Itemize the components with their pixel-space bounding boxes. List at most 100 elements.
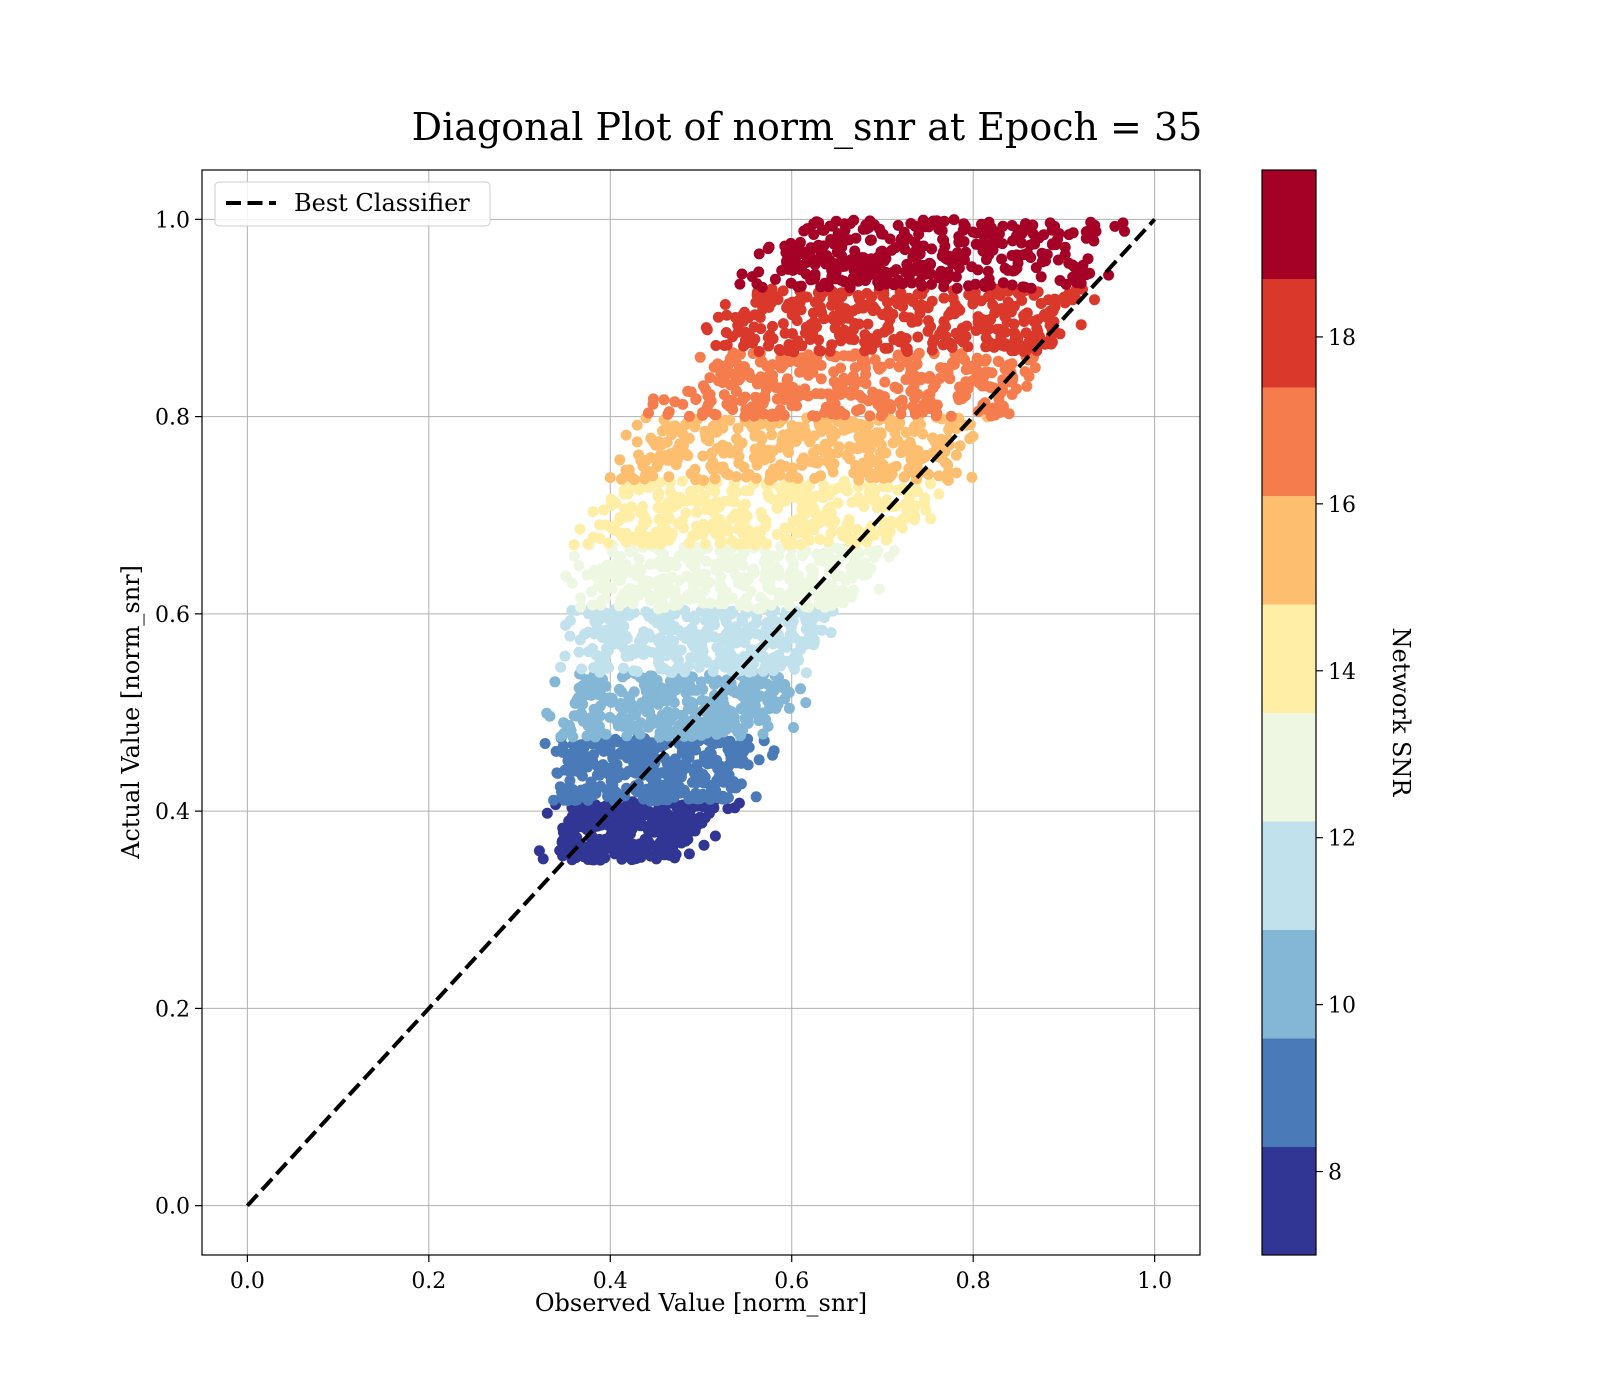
data-point — [643, 578, 655, 589]
data-point — [704, 745, 716, 757]
data-point — [992, 355, 1004, 367]
data-point — [639, 512, 651, 524]
data-point — [685, 652, 697, 664]
data-point — [996, 238, 1008, 250]
data-point — [644, 558, 656, 570]
data-point — [1117, 217, 1129, 229]
data-point — [860, 275, 871, 286]
data-point — [900, 354, 912, 366]
data-point — [896, 299, 908, 311]
data-point — [938, 281, 950, 293]
data-point — [719, 299, 731, 310]
data-point — [938, 292, 950, 304]
data-point — [690, 684, 702, 696]
data-point — [636, 785, 648, 797]
data-point — [807, 353, 818, 365]
colorbar-tick-label: 16 — [1328, 493, 1356, 518]
data-point — [670, 848, 682, 860]
data-point — [815, 373, 827, 385]
data-point — [853, 318, 865, 330]
data-point — [852, 290, 864, 301]
data-point — [782, 373, 794, 385]
data-point — [575, 601, 586, 613]
data-point — [756, 418, 767, 430]
data-point — [835, 543, 847, 555]
data-point — [623, 765, 634, 777]
data-point — [824, 517, 836, 529]
data-point — [777, 285, 789, 297]
data-point — [815, 470, 827, 482]
data-point — [1029, 362, 1041, 374]
data-point — [811, 216, 822, 228]
data-point — [913, 454, 925, 466]
data-point — [880, 266, 892, 278]
data-point — [1010, 230, 1022, 242]
data-point — [751, 289, 763, 301]
data-point — [753, 525, 764, 537]
data-point — [680, 687, 692, 699]
data-point — [575, 708, 587, 720]
data-point — [576, 680, 588, 692]
data-point — [747, 665, 759, 677]
data-point — [640, 683, 652, 695]
data-point — [659, 601, 671, 613]
data-point — [788, 584, 800, 596]
data-point — [966, 375, 978, 387]
data-point — [688, 763, 700, 774]
data-point — [568, 539, 580, 551]
data-point — [576, 770, 588, 782]
data-point — [688, 641, 700, 653]
data-point — [678, 761, 690, 773]
data-point — [625, 697, 637, 709]
data-point — [800, 507, 812, 519]
data-point — [759, 390, 771, 402]
data-point — [662, 706, 674, 718]
data-point — [616, 634, 628, 646]
data-point — [670, 560, 682, 572]
data-point — [585, 586, 597, 598]
legend-label: Best Classifier — [294, 189, 470, 217]
data-point — [761, 659, 773, 671]
data-point — [697, 518, 709, 530]
data-point — [893, 361, 905, 373]
x-tick-label: 0.8 — [956, 1269, 991, 1294]
data-point — [722, 761, 734, 772]
data-point — [914, 276, 926, 288]
data-point — [700, 322, 712, 334]
data-point — [1035, 271, 1047, 283]
data-point — [813, 344, 825, 356]
data-point — [784, 522, 795, 534]
data-point — [825, 527, 837, 539]
data-point — [588, 684, 600, 696]
colorbar-segment — [1262, 929, 1316, 1039]
data-point — [678, 438, 690, 450]
data-point — [688, 823, 700, 835]
data-point — [730, 352, 742, 364]
data-point — [982, 218, 994, 230]
data-point — [783, 600, 795, 612]
data-point — [668, 681, 679, 693]
data-point — [837, 597, 849, 609]
data-point — [705, 597, 717, 609]
data-point — [939, 362, 951, 374]
data-point — [838, 529, 850, 541]
data-point — [638, 649, 649, 660]
data-point — [640, 701, 652, 713]
data-point — [573, 646, 585, 658]
data-point — [723, 524, 735, 536]
data-point — [656, 561, 668, 573]
data-point — [884, 526, 896, 538]
data-point — [739, 391, 751, 403]
data-point — [730, 508, 742, 520]
data-point — [767, 749, 778, 761]
data-point — [761, 561, 773, 573]
data-point — [627, 598, 639, 610]
data-point — [844, 453, 856, 465]
data-point — [660, 587, 672, 599]
data-point — [709, 473, 721, 485]
data-point — [862, 299, 874, 311]
data-point — [734, 372, 746, 384]
data-point — [957, 388, 969, 400]
data-point — [924, 257, 935, 269]
data-point — [773, 344, 785, 355]
